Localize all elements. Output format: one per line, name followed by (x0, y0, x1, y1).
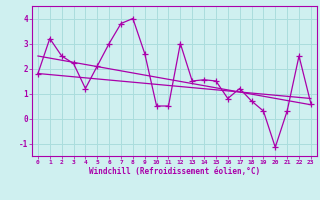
X-axis label: Windchill (Refroidissement éolien,°C): Windchill (Refroidissement éolien,°C) (89, 167, 260, 176)
